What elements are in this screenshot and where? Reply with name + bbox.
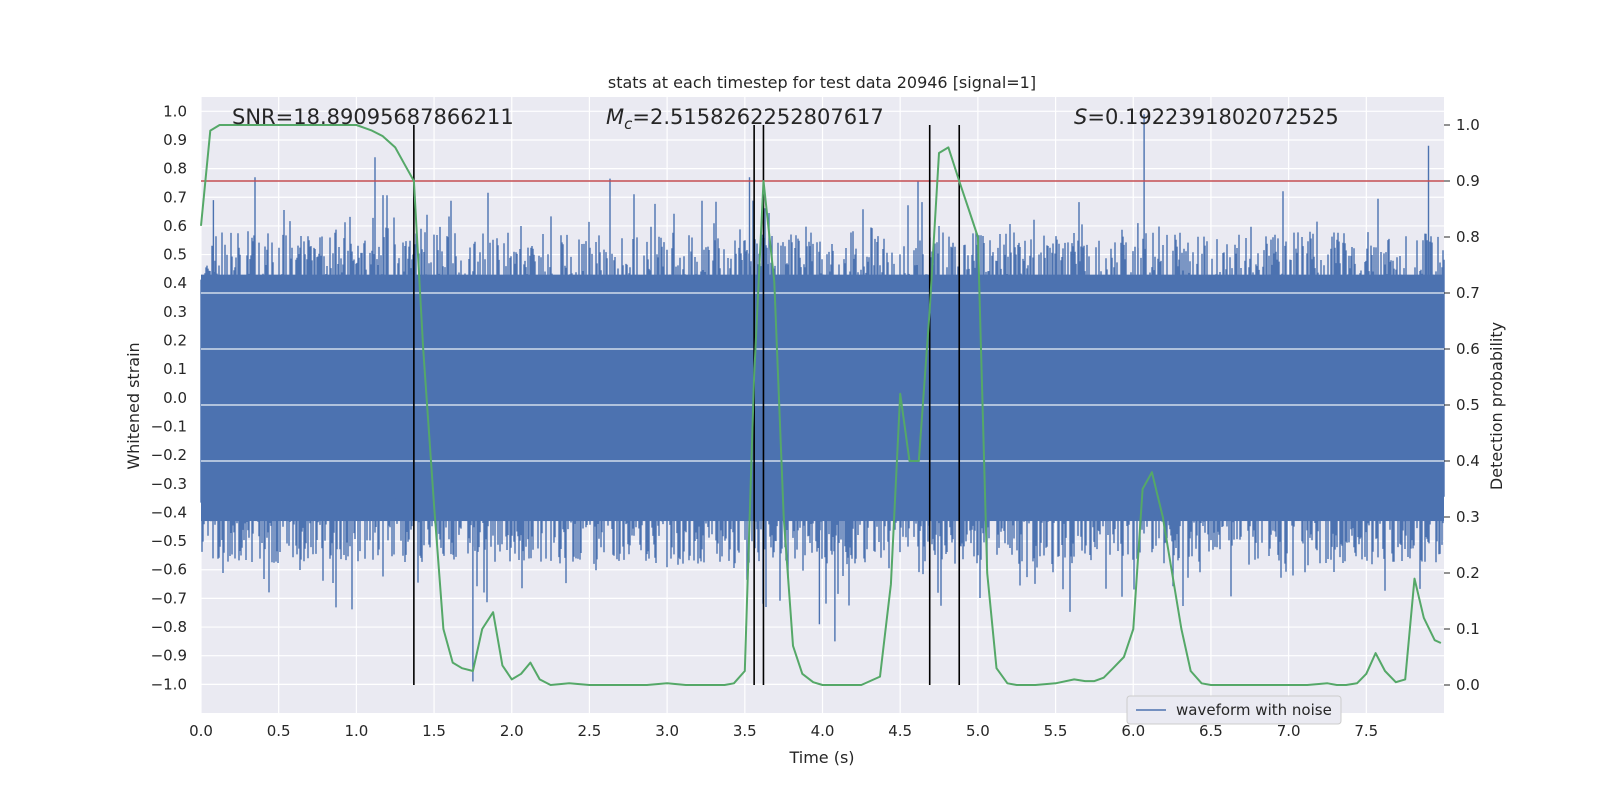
legend: waveform with noise bbox=[1126, 695, 1342, 725]
x-tick-label: 7.0 bbox=[1277, 722, 1301, 740]
x-tick-label: 6.5 bbox=[1199, 722, 1223, 740]
x-tick-label: 5.5 bbox=[1044, 722, 1068, 740]
x-tick-label: 6.0 bbox=[1121, 722, 1145, 740]
y-tick-label: 1.0 bbox=[163, 102, 187, 120]
y-tick-label: −0.9 bbox=[151, 647, 187, 665]
y-tick-label: 0.4 bbox=[163, 274, 187, 292]
chirp-mass-annotation: Mc=2.5158262252807617 bbox=[606, 105, 884, 133]
y-tick-label: 0.7 bbox=[163, 188, 187, 206]
waveform-line bbox=[200, 114, 1445, 682]
y2-tick-label: 0.8 bbox=[1456, 228, 1480, 246]
y-tick-label: −0.6 bbox=[151, 561, 187, 579]
y2-tick-label: 0.2 bbox=[1456, 564, 1480, 582]
y2-tick-label: 0.6 bbox=[1456, 340, 1480, 358]
y2-tick-label: 0.4 bbox=[1456, 452, 1480, 470]
x-tick-label: 0.5 bbox=[267, 722, 291, 740]
chirp-mass-subscript: c bbox=[624, 115, 633, 133]
y-tick-label: 0.0 bbox=[163, 389, 187, 407]
y-tick-label: 0.2 bbox=[163, 332, 187, 350]
y-tick-label: 0.8 bbox=[163, 160, 187, 178]
y2-tick-label: 0.3 bbox=[1456, 508, 1480, 526]
snr-annotation: SNR=18.89095687866211 bbox=[232, 105, 514, 129]
y-tick-label: −0.4 bbox=[151, 503, 187, 521]
x-tick-label: 7.5 bbox=[1354, 722, 1378, 740]
x-tick-label: 2.0 bbox=[500, 722, 524, 740]
y2-tick-label: 0.1 bbox=[1456, 620, 1480, 638]
y2-tick-label: 0.9 bbox=[1456, 172, 1480, 190]
s-symbol: S bbox=[1074, 105, 1087, 129]
y-axis-label: Whitened strain bbox=[124, 342, 143, 469]
y2-axis-label: Detection probability bbox=[1487, 322, 1506, 490]
y2-tick-label: 1.0 bbox=[1456, 116, 1480, 134]
chart-title: stats at each timestep for test data 209… bbox=[608, 73, 1036, 92]
y-tick-label: −0.5 bbox=[151, 532, 187, 550]
x-axis-label: Time (s) bbox=[788, 748, 854, 767]
x-tick-label: 3.0 bbox=[655, 722, 679, 740]
y-tick-label: −1.0 bbox=[151, 675, 187, 693]
y-tick-label: 0.9 bbox=[163, 131, 187, 149]
y-tick-label: 0.1 bbox=[163, 360, 187, 378]
x-tick-label: 1.0 bbox=[344, 722, 368, 740]
x-tick-label: 1.5 bbox=[422, 722, 446, 740]
x-tick-label: 4.5 bbox=[888, 722, 912, 740]
y2-tick-label: 0.0 bbox=[1456, 676, 1480, 694]
y-tick-label: −0.1 bbox=[151, 417, 187, 435]
x-tick-label: 4.0 bbox=[811, 722, 835, 740]
y-tick-label: −0.7 bbox=[151, 589, 187, 607]
legend-box bbox=[1126, 695, 1342, 725]
y-tick-label: 0.5 bbox=[163, 246, 187, 264]
y-tick-label: 0.6 bbox=[163, 217, 187, 235]
x-tick-label: 2.5 bbox=[578, 722, 602, 740]
probability-line bbox=[200, 124, 1442, 686]
y-tick-label: −0.2 bbox=[151, 446, 187, 464]
legend-label: waveform with noise bbox=[1176, 701, 1332, 719]
chirp-mass-symbol: M bbox=[606, 105, 624, 129]
y2-tick-label: 0.7 bbox=[1456, 284, 1480, 302]
y-tick-label: 0.3 bbox=[163, 303, 187, 321]
s-annotation: S=0.1922391802072525 bbox=[1074, 105, 1339, 129]
x-tick-label: 5.0 bbox=[966, 722, 990, 740]
y-tick-label: −0.8 bbox=[151, 618, 187, 636]
s-value: =0.1922391802072525 bbox=[1087, 105, 1338, 129]
y2-tick-label: 0.5 bbox=[1456, 396, 1480, 414]
chirp-mass-value: =2.5158262252807617 bbox=[632, 105, 883, 129]
y-tick-label: −0.3 bbox=[151, 475, 187, 493]
x-tick-label: 3.5 bbox=[733, 722, 757, 740]
x-tick-label: 0.0 bbox=[189, 722, 213, 740]
